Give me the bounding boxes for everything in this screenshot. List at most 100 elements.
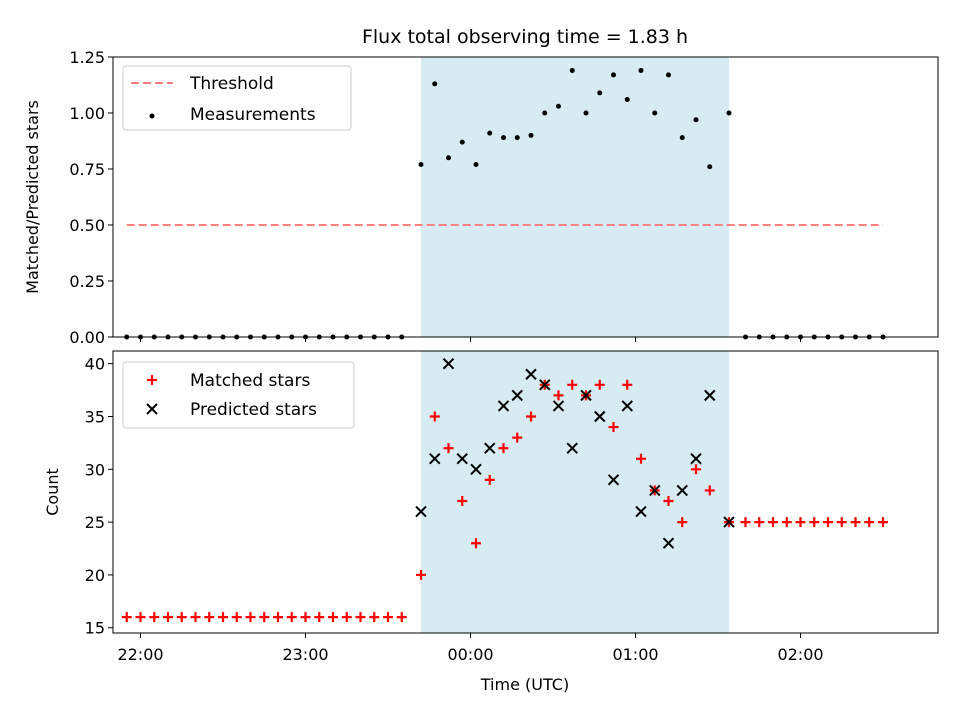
matched-star-point [416, 569, 426, 580]
measurement-point [528, 132, 534, 138]
predicted-star-point [649, 484, 661, 497]
matched-star-point [135, 612, 146, 623]
matched-star-point [795, 517, 806, 528]
top-y-tick-label: 0.50 [69, 216, 105, 235]
matched-star-point [121, 612, 132, 623]
top-legend: Threshold Measurements [122, 65, 352, 131]
bottom-y-ticks: 15 20 25 30 35 40 [85, 355, 113, 638]
predicted-star-point [635, 505, 647, 518]
measurement-point [624, 97, 630, 103]
matched-star-point [526, 411, 536, 422]
matched-star-point [231, 612, 242, 623]
measurement-point [473, 162, 479, 168]
matched-star-point [190, 612, 201, 623]
matched-stars-legend-marker [147, 375, 157, 385]
predicted-star-point [607, 474, 620, 486]
predicted-star-point [511, 389, 523, 402]
matched-star-point [457, 495, 468, 506]
top-x-ticks [140, 337, 801, 342]
matched-star-point [663, 495, 674, 506]
matched-star-point [286, 612, 297, 623]
predicted-star-point [525, 368, 537, 380]
matched-star-point [218, 612, 228, 623]
measurement-point [726, 110, 732, 116]
top-y-axis-label: Matched/Predicted stars [23, 100, 42, 294]
top-y-tick-label: 1.00 [69, 104, 105, 123]
matched-star-point [328, 612, 338, 623]
measurement-point [666, 72, 671, 78]
matched-star-point [341, 612, 352, 623]
top-panel: 0.00 0.25 0.50 0.75 1.00 1.25 Matched/Predict… [23, 48, 939, 347]
predicted-star-point [484, 442, 496, 454]
matched-stars-legend-label: Matched stars [190, 371, 310, 391]
bottom-y-tick-label: 25 [85, 513, 105, 532]
matched-star-point [567, 379, 578, 390]
matched-star-point [740, 517, 751, 528]
matched-star-point [809, 517, 820, 528]
measurement-point [446, 155, 451, 161]
bottom-legend-box [122, 361, 355, 429]
matched-star-point [636, 453, 646, 464]
bottom-y-axis-label: Count [43, 468, 62, 516]
matched-star-point [383, 612, 393, 623]
matched-star-point [864, 517, 875, 528]
measurement-point [542, 110, 548, 116]
measurement-point [514, 135, 520, 141]
measurement-point [638, 67, 644, 73]
predicted-stars-legend-label: Predicted stars [190, 400, 317, 420]
matched-star-point [176, 612, 187, 623]
matched-star-point [622, 379, 633, 390]
chart-title: Flux total observing time = 1.83 h [362, 26, 688, 48]
matched-star-point [443, 443, 454, 454]
measurement-point [569, 67, 575, 73]
matched-star-point [369, 612, 380, 623]
bottom-axes-frame [112, 350, 939, 634]
matched-star-point [204, 612, 215, 623]
measurement-point [679, 135, 685, 141]
x-tick-label: 00:00 [447, 645, 493, 664]
bottom-y-tick-label: 30 [85, 460, 105, 479]
predicted-star-point [723, 516, 735, 528]
matched-star-point [498, 443, 509, 454]
bottom-y-tick-label: 35 [85, 407, 105, 426]
measurement-point [418, 162, 424, 168]
matched-star-point [594, 379, 605, 390]
top-y-tick-label: 0.25 [69, 272, 105, 291]
x-tick-label: 22:00 [117, 645, 163, 664]
matched-star-point [836, 517, 847, 528]
bottom-y-tick-label: 15 [85, 619, 105, 638]
measurement-point [652, 110, 658, 116]
measurement-point [611, 72, 616, 78]
predicted-star-point [662, 537, 675, 549]
predicted-star-point [594, 410, 606, 423]
x-tick-label: 23:00 [282, 645, 328, 664]
matched-star-point [754, 517, 765, 528]
measurement-point [597, 90, 603, 96]
matched-star-point [691, 464, 701, 475]
predicted-star-point [552, 400, 565, 412]
top-y-tick-label: 0.00 [69, 328, 105, 347]
measurement-point [487, 130, 493, 136]
predicted-star-point [704, 389, 716, 402]
matched-star-point [396, 612, 407, 623]
measurement-point [501, 135, 506, 141]
top-y-ticks: 0.00 0.25 0.50 0.75 1.00 1.25 [69, 48, 113, 347]
matched-star-point [768, 517, 778, 528]
matched-star-point [300, 612, 311, 623]
x-axis-label: Time (UTC) [480, 675, 569, 694]
predicted-star-point [429, 453, 441, 465]
predicted-star-point [676, 484, 688, 497]
bottom-shaded-span [421, 351, 729, 633]
matched-star-point [245, 612, 256, 623]
predicted-stars-points [415, 357, 735, 549]
bottom-y-tick-label: 20 [85, 566, 105, 585]
measurement-point [459, 139, 465, 145]
predicted-star-point [580, 389, 592, 402]
matched-star-point [512, 432, 523, 443]
matched-star-point [781, 517, 792, 528]
matched-star-point [608, 422, 619, 433]
matched-star-point [471, 538, 481, 549]
predicted-star-point [690, 453, 702, 465]
measurement-point [583, 110, 589, 116]
